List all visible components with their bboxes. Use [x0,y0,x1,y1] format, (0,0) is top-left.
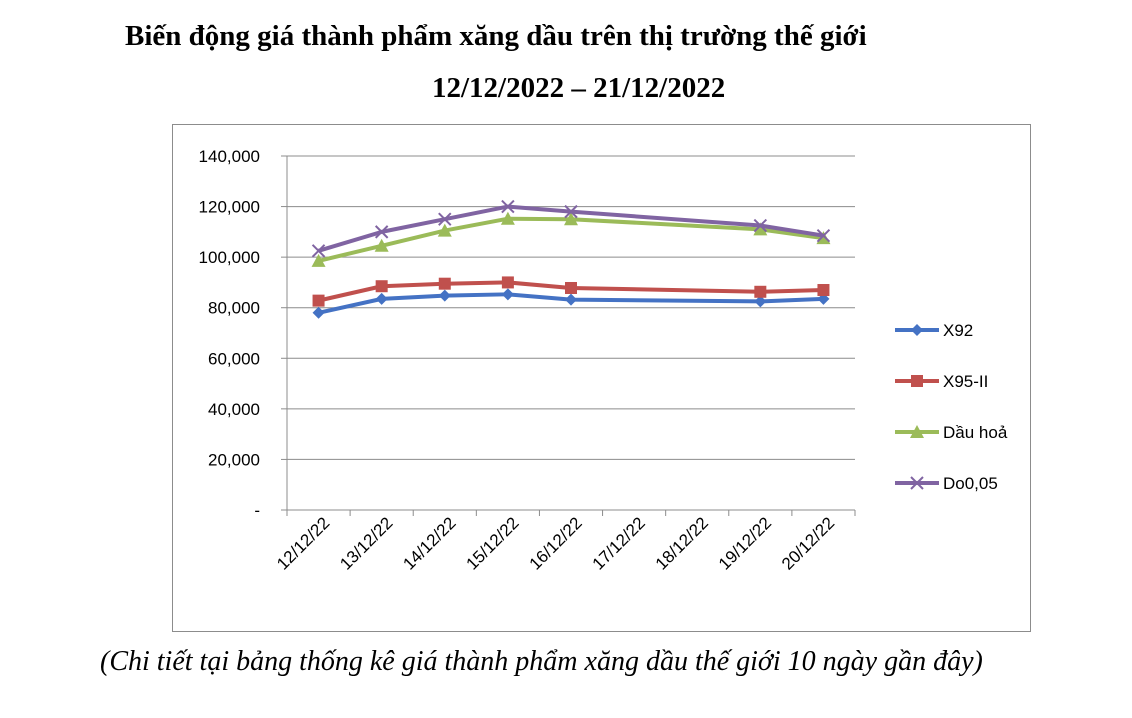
data-point [374,225,389,239]
x-tick-label: 15/12/22 [462,513,522,573]
y-tick-label: - [254,501,260,520]
x-tick-label: 18/12/22 [652,513,712,573]
x-tick-label: 17/12/22 [589,513,649,573]
data-point [438,289,451,302]
data-point [754,285,767,298]
y-tick-label: 80,000 [208,299,260,318]
data-point [437,223,452,237]
data-point [312,294,325,307]
y-tick-label: 120,000 [199,198,260,217]
data-point [311,244,326,258]
data-point [311,253,326,267]
y-tick-label: 20,000 [208,450,260,469]
data-point [911,324,923,336]
data-point [564,212,578,226]
data-point [501,276,514,289]
legend-label: X92 [943,321,973,340]
data-point [754,295,767,308]
y-tick-label: 140,000 [199,147,260,166]
x-tick-label: 12/12/22 [273,513,333,573]
chart-subtitle: 12/12/2022 – 21/12/2022 [432,72,726,104]
data-point [375,280,388,293]
y-tick-label: 60,000 [208,349,260,368]
legend-label: X95-II [943,372,988,391]
x-tick-label: 16/12/22 [526,513,586,573]
legend-label: Dầu hoả [943,423,1008,442]
data-point [501,288,514,301]
chart-title: Biến động giá thành phẩm xăng dầu trên t… [125,20,867,52]
data-point [565,281,577,294]
legend-label: Do0,05 [943,474,998,493]
y-tick-label: 40,000 [208,400,260,419]
data-point [500,211,515,225]
chart-caption: (Chi tiết tại bảng thống kê giá thành ph… [100,646,983,677]
x-tick-label: 19/12/22 [715,513,775,573]
data-point [816,228,831,243]
data-point [753,222,768,236]
data-point [817,284,830,297]
x-tick-label: 20/12/22 [778,513,838,573]
data-point [910,425,924,438]
data-point [438,277,451,290]
line-chart: - 20,000 40,000 60,000 80,000 100,000 120,000 1… [199,147,1008,574]
data-point [816,231,831,245]
data-point [374,238,389,252]
data-point [911,375,923,387]
data-point [565,293,577,306]
y-tick-label: 100,000 [199,248,260,267]
data-point [564,204,578,219]
chart-frame: - 20,000 40,000 60,000 80,000 100,000 120,000 1… [172,124,1031,632]
data-point [375,292,388,305]
data-point [753,218,768,233]
data-point [501,199,515,214]
data-point [312,306,325,319]
data-point [438,212,452,226]
x-tick-label: 14/12/22 [399,513,459,573]
data-point [910,476,924,490]
x-tick-label: 13/12/22 [336,513,396,573]
